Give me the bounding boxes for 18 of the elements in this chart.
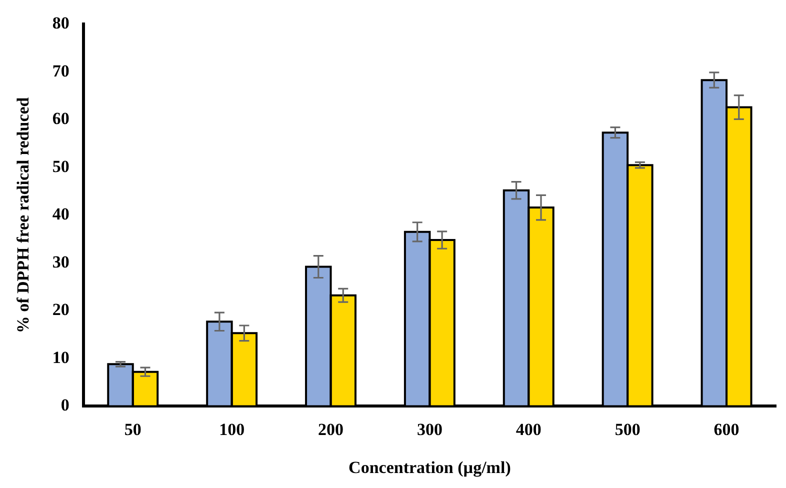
x-tick-label: 500 xyxy=(614,420,640,439)
y-tick-label: 80 xyxy=(52,14,70,33)
y-tick-label: 50 xyxy=(52,156,70,176)
y-tick-label: 20 xyxy=(52,300,70,320)
x-tick-label: 100 xyxy=(219,420,245,439)
y-tick-label: 30 xyxy=(52,252,70,272)
y-tick-label: 40 xyxy=(52,204,70,224)
y-axis-title: % of DPPH free radical reduced xyxy=(14,96,33,334)
y-tick-label: 70 xyxy=(52,61,70,80)
y-tick-label: 10 xyxy=(52,348,70,367)
x-tick-label: 300 xyxy=(416,420,442,439)
x-axis-title: Concentration (µg/ml) xyxy=(348,458,511,478)
x-tick-label: 50 xyxy=(124,420,142,439)
y-tick-label: 60 xyxy=(52,109,70,128)
x-tick-label: 600 xyxy=(714,420,740,439)
x-tick-label: 200 xyxy=(318,420,344,439)
x-tick-label: 400 xyxy=(516,420,542,439)
y-tick-label: 0 xyxy=(60,396,70,415)
